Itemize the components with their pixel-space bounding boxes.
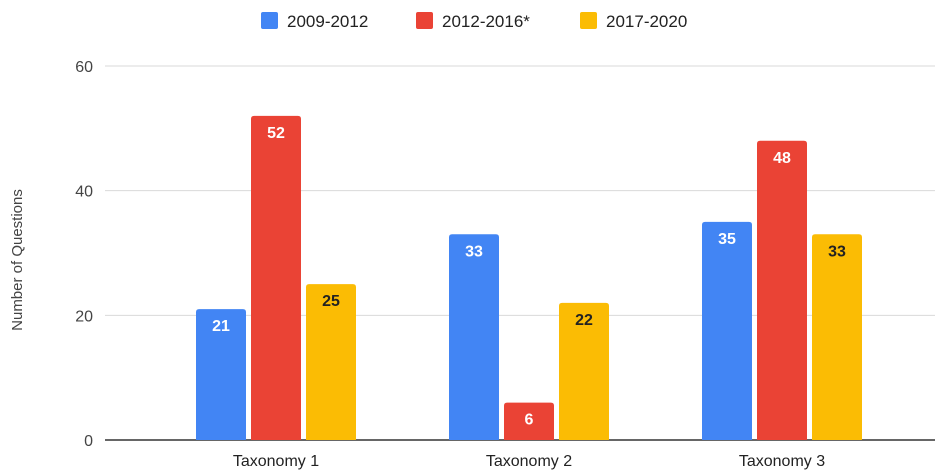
bar [196,309,246,440]
bar [757,140,807,441]
bar [812,234,862,440]
bar-value-label: 35 [718,231,736,248]
legend-label: 2012-2016* [442,12,530,31]
x-category-label: Taxonomy 3 [739,453,825,470]
bar-value-label: 33 [828,243,846,260]
y-tick-label: 60 [75,59,93,76]
bar-group: 21 52 25 [196,115,356,440]
bar-value-label: 33 [465,243,483,260]
legend-item[interactable]: 2009-2012 [261,12,368,31]
y-tick-label: 40 [75,184,93,201]
bar [559,302,609,440]
bar-value-label: 21 [212,318,230,335]
y-tick-label: 0 [84,433,93,450]
bar-value-label: 22 [575,312,593,329]
legend-item[interactable]: 2012-2016* [416,12,530,31]
bar-value-label: 52 [267,125,285,142]
bar-value-label: 6 [525,412,534,429]
legend-item[interactable]: 2017-2020 [580,12,687,31]
x-axis-categories: Taxonomy 1 Taxonomy 2 Taxonomy 3 [233,453,825,470]
bar-group: 33 6 22 [449,234,609,440]
bar [251,115,301,440]
legend-label: 2009-2012 [287,12,368,31]
x-category-label: Taxonomy 2 [486,453,572,470]
bar [306,284,356,440]
bar [702,221,752,440]
y-tick-label: 20 [75,308,93,325]
bar-value-label: 25 [322,293,340,310]
legend-swatch [261,12,278,29]
legend-swatch [416,12,433,29]
bar [449,234,499,440]
legend-swatch [580,12,597,29]
bars: 21 52 25 33 6 22 35 48 33 [196,115,862,441]
y-axis-label: Number of Questions [9,189,26,331]
bar [504,402,554,440]
y-axis-ticks: 0 20 40 60 [75,59,93,450]
bar-value-label: 48 [773,150,791,167]
legend: 2009-2012 2012-2016* 2017-2020 [261,12,687,31]
x-category-label: Taxonomy 1 [233,453,319,470]
bar-group: 35 48 33 [702,140,862,441]
legend-label: 2017-2020 [606,12,687,31]
